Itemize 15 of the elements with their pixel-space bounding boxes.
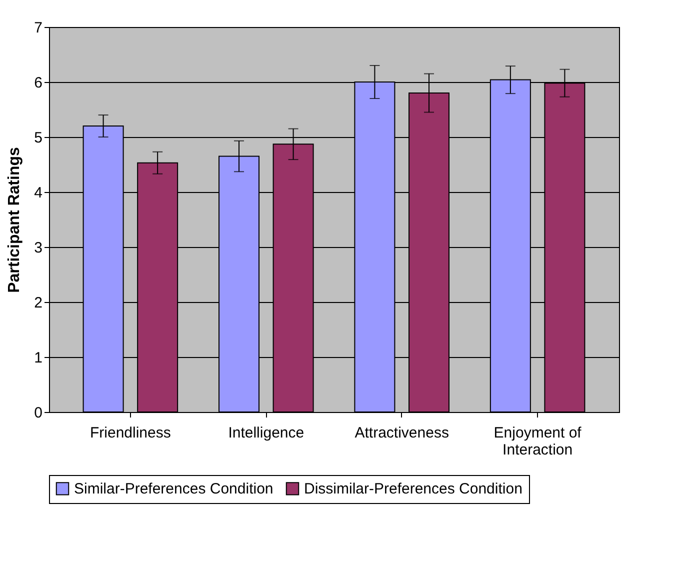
x-tick-label: Attractiveness: [354, 424, 449, 442]
y-tick-label: 2: [34, 294, 42, 312]
y-tick-label: 3: [34, 240, 42, 256]
x-tick-label: Intelligence: [228, 424, 304, 442]
y-tick-label: 5: [34, 130, 42, 146]
y-tick-label: 1: [34, 350, 42, 366]
y-tick-label: 0: [34, 404, 42, 422]
y-tick-label: 7: [34, 20, 42, 36]
legend-label: Dissimilar-Preferences Condition: [304, 480, 522, 498]
x-tick-label: Enjoyment of Interaction: [494, 424, 582, 458]
x-tick-label: Friendliness: [90, 424, 171, 442]
y-tick-label: 4: [34, 184, 42, 202]
y-tick-label: 6: [34, 74, 42, 92]
legend-label: Similar-Preferences Condition: [74, 480, 274, 498]
y-axis-title: Participant Ratings: [6, 147, 24, 293]
